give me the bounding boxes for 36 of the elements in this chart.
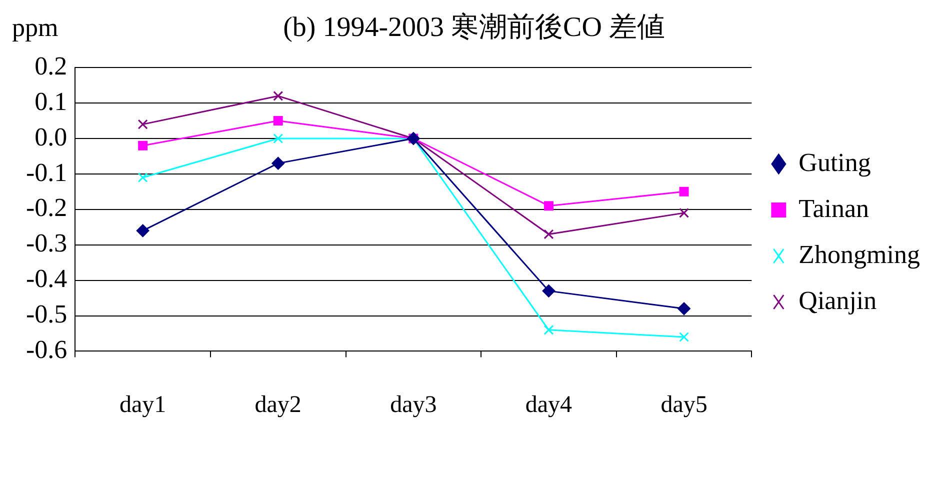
point	[544, 324, 554, 335]
point	[679, 186, 689, 196]
point	[136, 224, 150, 238]
point	[272, 156, 285, 170]
point	[273, 134, 284, 144]
x-tick-label: day2	[254, 392, 302, 418]
point	[273, 90, 284, 101]
x-tick-label: day1	[119, 392, 166, 418]
y-tick-label: 0.2	[34, 51, 68, 80]
y-tick-label: 0.1	[34, 86, 68, 116]
point	[544, 201, 554, 211]
y-tick-label: -0.5	[26, 300, 68, 329]
y-tick-label: 0.0	[34, 122, 68, 152]
point	[542, 284, 556, 298]
y-tick-label: -0.3	[26, 228, 68, 258]
y-tick-label: -0.4	[26, 264, 68, 294]
legend-label: Qianjin	[798, 286, 877, 315]
legend-label: Guting	[798, 148, 871, 177]
y-axis-title: ppm	[12, 12, 58, 42]
y-tick-label: -0.2	[26, 193, 68, 222]
point	[544, 229, 554, 240]
point	[138, 119, 148, 130]
point	[679, 208, 690, 218]
point	[138, 172, 148, 182]
legend-label: Tainan	[798, 194, 870, 223]
y-tick-label: -0.1	[26, 158, 68, 187]
point	[273, 116, 283, 126]
x-tick-label: day5	[660, 392, 708, 418]
x-tick-label: day3	[390, 392, 437, 418]
legend-label: Zhongming	[798, 240, 920, 269]
point	[678, 302, 691, 316]
point	[679, 332, 690, 342]
x-tick-label: day4	[525, 392, 572, 418]
chart-title: (b) 1994-2003 寒潮前後CO 差値	[283, 12, 665, 44]
point	[138, 140, 148, 150]
y-tick-label: -0.6	[26, 335, 68, 364]
